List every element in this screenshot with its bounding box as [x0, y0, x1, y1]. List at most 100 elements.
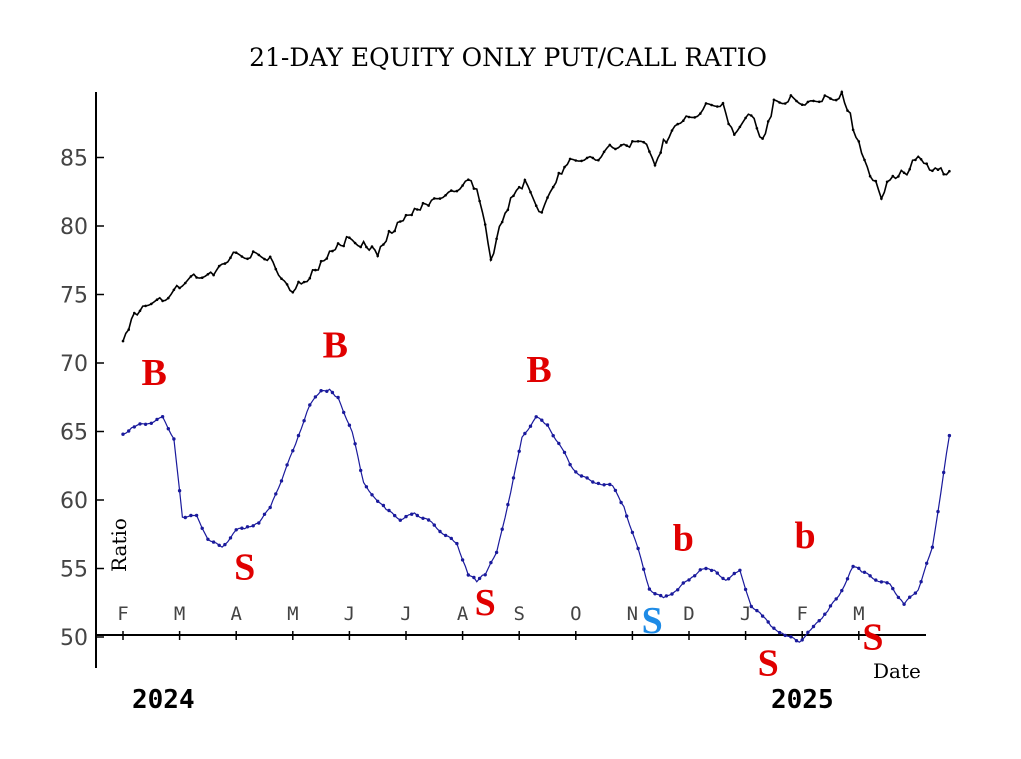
data-point: [738, 568, 742, 572]
data-point: [704, 102, 708, 105]
data-point: [313, 395, 318, 399]
data-point: [840, 588, 844, 593]
data-point: [296, 433, 301, 438]
data-point: [511, 476, 516, 480]
data-point: [184, 281, 187, 285]
data-point: [817, 619, 821, 623]
data-point: [477, 576, 482, 581]
data-point: [811, 624, 816, 629]
data-point: [228, 536, 233, 540]
data-point: [732, 571, 736, 576]
signal-label-B: B: [141, 352, 166, 394]
data-point: [200, 526, 204, 530]
data-point: [426, 518, 431, 522]
y-tick-label: 50: [60, 626, 88, 651]
data-point: [523, 431, 527, 436]
signal-label-B: B: [526, 349, 551, 391]
data-point: [291, 291, 295, 294]
data-point: [330, 390, 335, 395]
ratio-series-points: [121, 389, 952, 643]
data-point: [416, 208, 419, 211]
month-tick-label: F: [117, 603, 128, 625]
data-point: [721, 576, 725, 581]
data-point: [336, 242, 340, 245]
data-point: [557, 441, 561, 446]
data-point: [466, 573, 470, 577]
data-point: [262, 512, 267, 516]
data-point: [438, 529, 442, 534]
data-point: [121, 339, 125, 343]
data-point: [206, 537, 210, 541]
data-point: [642, 140, 645, 144]
data-point: [659, 151, 662, 154]
data-point: [460, 558, 465, 562]
data-point: [143, 422, 148, 426]
data-point: [483, 573, 487, 577]
data-point: [619, 144, 623, 147]
data-point: [845, 577, 850, 581]
data-point: [630, 530, 635, 535]
data-point: [178, 286, 181, 290]
data-point: [783, 102, 787, 105]
year-label-2025: 2025: [771, 685, 834, 715]
data-point: [704, 566, 708, 571]
data-point: [455, 541, 459, 546]
data-point: [665, 141, 668, 144]
data-point: [834, 597, 838, 601]
data-point: [155, 417, 159, 422]
signal-label-S: S: [758, 642, 779, 684]
data-point: [540, 211, 544, 214]
data-point: [868, 574, 872, 578]
data-point: [280, 277, 283, 281]
data-point: [902, 602, 906, 606]
month-tick-label: A: [457, 603, 469, 625]
data-point: [206, 273, 210, 276]
data-point: [534, 415, 538, 419]
data-point: [857, 140, 861, 143]
month-tick-label: F: [796, 603, 807, 625]
data-point: [800, 103, 804, 106]
data-point: [580, 159, 583, 163]
data-point: [387, 229, 391, 233]
chart-title: 21-DAY EQUITY ONLY PUT/CALL RATIO: [249, 43, 767, 72]
data-point: [415, 513, 419, 518]
signal-label-S: S: [642, 600, 663, 642]
data-point: [279, 479, 284, 483]
data-point: [783, 633, 787, 638]
data-point: [664, 594, 669, 598]
data-point: [942, 470, 946, 475]
data-point: [625, 144, 628, 147]
data-point: [245, 525, 250, 529]
data-point: [257, 253, 261, 257]
data-point: [161, 299, 164, 303]
data-point: [653, 592, 657, 596]
data-point: [846, 109, 849, 112]
data-point: [376, 254, 380, 258]
data-point: [930, 545, 935, 549]
data-point: [183, 515, 187, 520]
data-point: [750, 114, 753, 117]
data-point: [778, 101, 781, 104]
data-point: [699, 112, 702, 115]
data-point: [647, 587, 652, 591]
data-point: [631, 140, 634, 143]
data-point: [172, 437, 176, 441]
y-tick-label: 60: [60, 489, 88, 514]
data-point: [794, 639, 799, 643]
data-point: [789, 94, 793, 97]
data-point: [285, 463, 289, 467]
data-point: [772, 626, 776, 630]
data-point: [478, 199, 481, 203]
data-point: [834, 98, 838, 102]
data-point: [851, 128, 855, 132]
data-point: [540, 418, 544, 422]
month-tick-label: J: [400, 603, 411, 625]
data-point: [585, 476, 589, 480]
data-point: [528, 424, 533, 428]
data-point: [681, 581, 685, 585]
data-point: [744, 116, 747, 120]
data-point: [942, 172, 945, 176]
data-point: [648, 150, 651, 153]
data-point: [947, 433, 952, 438]
data-point: [200, 276, 204, 280]
